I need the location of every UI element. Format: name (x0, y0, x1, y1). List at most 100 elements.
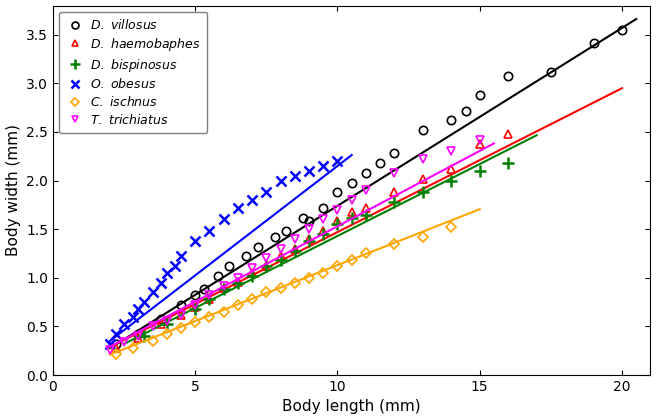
T. trichiatus (277, 246, 285, 251)
Y-axis label: Body width (mm): Body width (mm) (5, 124, 20, 256)
X-axis label: Body length (mm): Body length (mm) (282, 399, 421, 415)
D. bispinosus (362, 212, 370, 217)
T. trichiatus (149, 324, 157, 329)
D. villosus (243, 254, 251, 259)
D. bispinosus (319, 231, 327, 236)
D. haemobaphes (447, 166, 455, 171)
D. villosus (377, 160, 384, 165)
D. haemobaphes (319, 228, 327, 234)
T. trichiatus (390, 170, 398, 175)
D. villosus (305, 219, 313, 224)
T. trichiatus (106, 347, 113, 352)
T. trichiatus (362, 188, 370, 193)
C. ischnus (234, 302, 242, 307)
C. ischnus (277, 285, 285, 290)
D. bispinosus (419, 190, 427, 195)
D. bispinosus (476, 168, 483, 173)
D. haemobaphes (333, 219, 341, 224)
O. obesus (319, 163, 327, 168)
D. villosus (419, 128, 427, 133)
D. haemobaphes (112, 345, 119, 350)
T. trichiatus (419, 157, 427, 162)
C. ischnus (205, 314, 213, 319)
D. bispinosus (248, 273, 256, 278)
C. ischnus (220, 309, 228, 314)
C. ischnus (112, 351, 119, 356)
O. obesus (129, 314, 136, 319)
T. trichiatus (220, 283, 228, 288)
C. ischnus (192, 319, 199, 324)
D. villosus (214, 273, 222, 278)
T. trichiatus (348, 197, 356, 202)
D. haemobaphes (277, 254, 285, 259)
T. trichiatus (234, 275, 242, 280)
T. trichiatus (177, 312, 185, 317)
Legend: $\mathit{D.\ villosus}$, $\mathit{D.\ haemobaphes}$, $\mathit{D.\ bispinosus}$, : $\mathit{D.\ villosus}$, $\mathit{D.\ ha… (59, 12, 207, 133)
T. trichiatus (476, 137, 483, 142)
D. bispinosus (333, 222, 341, 227)
C. ischnus (163, 332, 171, 337)
O. obesus (262, 190, 270, 195)
D. haemobaphes (291, 246, 298, 251)
D. villosus (590, 40, 598, 45)
D. bispinosus (277, 258, 285, 263)
O. obesus (220, 217, 228, 222)
D. bispinosus (348, 215, 356, 220)
D. bispinosus (163, 322, 171, 327)
Line: D. bispinosus: D. bispinosus (138, 158, 514, 342)
C. ischnus (149, 339, 157, 344)
D. haemobaphes (157, 322, 165, 327)
D. villosus (504, 73, 512, 78)
O. obesus (177, 254, 185, 259)
O. obesus (120, 322, 128, 327)
D. villosus (476, 92, 483, 97)
C. ischnus (262, 290, 270, 295)
O. obesus (192, 238, 199, 243)
D. haemobaphes (262, 264, 270, 269)
O. obesus (149, 290, 157, 295)
D. haemobaphes (248, 270, 256, 276)
T. trichiatus (134, 333, 142, 339)
D. bispinosus (192, 307, 199, 312)
D. villosus (177, 302, 185, 307)
T. trichiatus (120, 339, 128, 344)
D. haemobaphes (419, 176, 427, 181)
D. villosus (348, 180, 356, 185)
O. obesus (157, 280, 165, 285)
O. obesus (234, 205, 242, 210)
O. obesus (277, 178, 285, 183)
T. trichiatus (319, 217, 327, 222)
O. obesus (134, 307, 142, 312)
D. haemobaphes (205, 297, 213, 302)
D. villosus (254, 244, 262, 249)
Line: T. trichiatus: T. trichiatus (106, 136, 484, 354)
C. ischnus (333, 264, 341, 269)
O. obesus (112, 332, 119, 337)
T. trichiatus (333, 207, 341, 212)
D. haemobaphes (234, 279, 242, 284)
O. obesus (171, 264, 179, 269)
D. haemobaphes (348, 209, 356, 214)
T. trichiatus (248, 265, 256, 270)
T. trichiatus (163, 318, 171, 323)
O. obesus (333, 159, 341, 164)
D. bispinosus (262, 264, 270, 269)
T. trichiatus (205, 293, 213, 298)
D. haemobaphes (390, 190, 398, 195)
D. villosus (362, 170, 370, 175)
D. villosus (200, 287, 208, 292)
Line: C. ischnus: C. ischnus (112, 224, 455, 357)
D. haemobaphes (476, 141, 483, 146)
O. obesus (291, 173, 298, 178)
D. haemobaphes (504, 131, 512, 136)
D. villosus (282, 228, 290, 234)
D. bispinosus (291, 248, 298, 253)
D. haemobaphes (220, 285, 228, 290)
D. villosus (618, 27, 626, 32)
O. obesus (163, 270, 171, 276)
D. haemobaphes (177, 312, 185, 317)
D. bispinosus (390, 200, 398, 205)
D. haemobaphes (305, 236, 313, 241)
O. obesus (248, 197, 256, 202)
D. villosus (112, 341, 119, 346)
